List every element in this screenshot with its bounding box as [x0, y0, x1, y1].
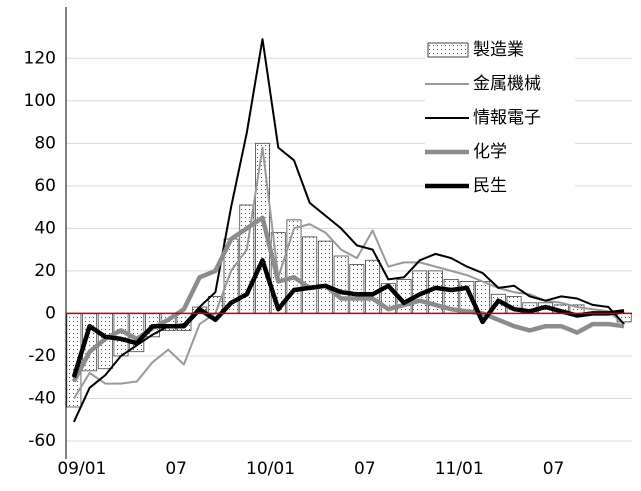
legend-swatch — [427, 42, 469, 58]
bar — [333, 255, 349, 314]
legend-label: 金属機械 — [473, 74, 541, 94]
line-series — [71, 215, 625, 383]
bar — [302, 236, 318, 314]
y-tick-label: 40 — [34, 218, 56, 238]
legend-label: 民生 — [473, 176, 507, 196]
y-tick-label: -40 — [28, 388, 56, 408]
x-tick-label: 11/01 — [435, 459, 484, 479]
x-tick-label: 07 — [354, 459, 376, 479]
x-tick-label: 09/01 — [57, 459, 106, 479]
legend-label: 情報電子 — [473, 108, 541, 128]
x-tick-label: 07 — [165, 459, 187, 479]
y-tick-label: 100 — [24, 91, 56, 111]
bar — [349, 264, 365, 314]
y-tick-label: 120 — [24, 48, 56, 68]
bar — [365, 259, 381, 314]
y-tick-label: 0 — [45, 303, 56, 323]
legend-label: 化学 — [473, 142, 507, 162]
x-tick-label: 10/01 — [246, 459, 295, 479]
y-tick-label: -20 — [28, 346, 56, 366]
y-tick-label: 80 — [34, 133, 56, 153]
y-tick-label: 60 — [34, 176, 56, 196]
legend-label: 製造業 — [473, 40, 524, 60]
y-tick-label: 20 — [34, 261, 56, 281]
x-tick-label: 07 — [543, 459, 565, 479]
line-series — [73, 146, 625, 400]
line-series — [71, 258, 625, 378]
bar — [255, 142, 271, 314]
bar — [317, 240, 333, 314]
y-tick-label: -60 — [28, 431, 56, 451]
